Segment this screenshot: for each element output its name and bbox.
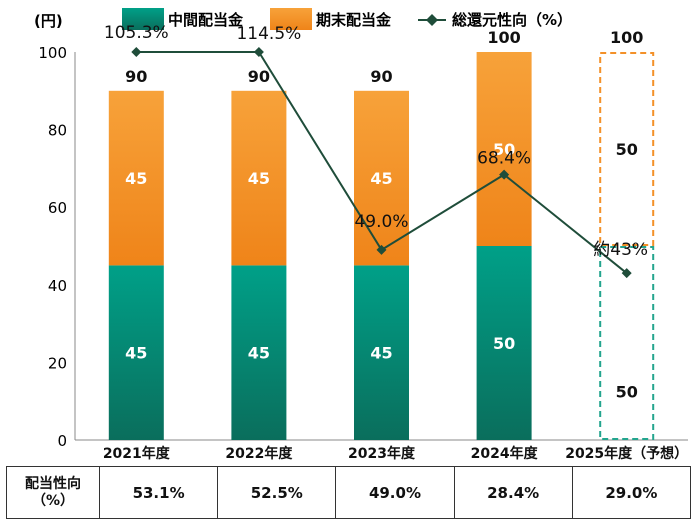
legend-marker-total-return [426, 14, 438, 26]
payout-ratio-cell: 53.1% [98, 466, 219, 519]
y-tick-label: 60 [48, 199, 67, 217]
bar-value-label: 45 [370, 169, 392, 188]
legend-swatch-year-end [270, 8, 312, 30]
bar-total-label: 100 [610, 28, 643, 47]
legend-label-interim: 中間配当金 [168, 11, 244, 29]
bar-total-label: 90 [125, 67, 147, 86]
total-return-point [253, 47, 264, 57]
payout-ratio-row: 配当性向 （%） 53.1% 52.5% 49.0% 28.4% 29.0% [6, 466, 692, 519]
legend: 中間配当金 期末配当金 総還元性向（%） [122, 8, 572, 30]
total-return-point [131, 47, 142, 57]
y-tick-label: 20 [48, 354, 67, 372]
payout-ratio-table: 配当性向 （%） 53.1% 52.5% 49.0% 28.4% 29.0% [6, 466, 692, 519]
payout-ratio-header-line1: 配当性向 [25, 475, 81, 492]
total-return-point [376, 244, 387, 255]
bar-value-label: 50 [493, 140, 515, 159]
bar-segment [354, 265, 409, 440]
bar-total-label: 100 [487, 28, 520, 47]
bar-value-label: 50 [493, 334, 515, 353]
bar-value-label: 50 [616, 140, 638, 159]
bar-segment [476, 52, 532, 246]
total-return-point [499, 169, 510, 180]
bar-segment [108, 90, 164, 266]
bar-total-label: 90 [248, 67, 270, 86]
bar-value-label: 45 [370, 344, 392, 363]
total-return-label: 68.4% [477, 149, 531, 169]
payout-ratio-cell: 52.5% [217, 466, 337, 519]
y-tick-label: 0 [57, 432, 67, 450]
y-tick-label: 100 [38, 44, 67, 62]
bar-segment [231, 265, 287, 440]
y-axis-unit-label: (円) [34, 12, 63, 30]
legend-label-total-return: 総還元性向（%） [452, 11, 572, 29]
x-tick-label: 2025年度（予想） [565, 445, 688, 462]
total-return-label: 105.3% [104, 23, 169, 43]
bar-segment [354, 90, 409, 266]
total-return-label: 49.0% [354, 212, 408, 232]
bar-segment [108, 265, 164, 440]
legend-label-year-end: 期末配当金 [316, 11, 392, 29]
payout-ratio-cell: 28.4% [453, 466, 573, 519]
y-tick-label: 40 [48, 277, 67, 295]
bar-segment [599, 246, 655, 440]
dividend-chart: 中間配当金 期末配当金 総還元性向（%） (円) 0 20 40 60 80 100 45 4… [34, 8, 688, 462]
bar-value-label: 45 [125, 344, 147, 363]
bar-value-label: 45 [125, 169, 147, 188]
x-tick-label: 2024年度 [471, 445, 539, 462]
plot-area: 0 20 40 60 80 100 45 45 90 2021年度 45 45 90 2022年度 45 45… [38, 23, 688, 462]
bar-segment [476, 246, 532, 440]
x-tick-label: 2022年度 [225, 445, 293, 462]
total-return-point [621, 268, 632, 279]
bar-value-label: 50 [616, 382, 638, 401]
x-tick-label: 2023年度 [348, 445, 416, 462]
payout-ratio-cell: 49.0% [335, 466, 455, 519]
legend-swatch-interim [122, 8, 164, 30]
payout-ratio-cell: 29.0% [571, 466, 692, 519]
bar-value-label: 45 [248, 169, 270, 188]
total-return-label: 約43% [593, 240, 648, 260]
payout-ratio-header-line2: （%） [31, 492, 75, 509]
bar-segment [599, 52, 655, 246]
x-tick-label: 2021年度 [103, 445, 171, 462]
y-tick-label: 80 [48, 122, 67, 140]
payout-ratio-header: 配当性向 （%） [6, 466, 100, 519]
bar-segment [231, 90, 287, 266]
total-return-label: 114.5% [236, 24, 301, 44]
bar-value-label: 45 [248, 344, 270, 363]
bar-total-label: 90 [370, 67, 392, 86]
